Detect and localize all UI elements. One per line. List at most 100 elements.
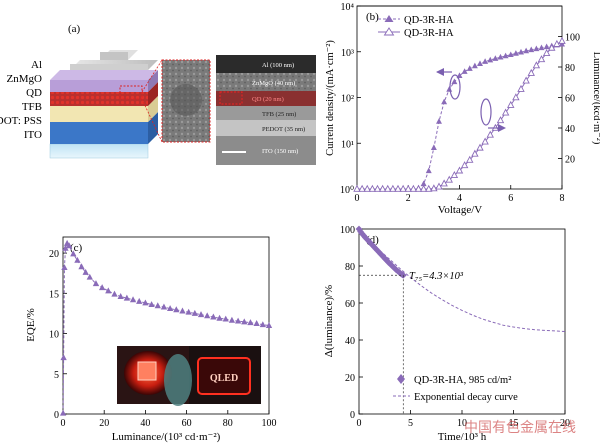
- eqe-point: [154, 302, 161, 309]
- luminance-decay-point: [355, 225, 363, 233]
- eqe-point: [70, 250, 77, 257]
- luminance-point: [353, 184, 361, 192]
- layer-label-ito: ITO: [24, 129, 42, 141]
- ellipse-current: [449, 74, 461, 100]
- current-density-point: [482, 58, 489, 64]
- current-density-point: [471, 62, 478, 69]
- panel-d-xlabel: Time/10³ h: [438, 431, 487, 443]
- luminance-point: [501, 108, 510, 116]
- watermark: 中国有色金属在线: [464, 419, 576, 436]
- eqe-point: [166, 305, 174, 312]
- y-tick-label: 100: [340, 225, 355, 236]
- layer-label-al: Al: [31, 59, 42, 71]
- ellipse-luminance: [480, 98, 492, 126]
- x-tick-label: 10: [457, 418, 467, 429]
- current-density-point: [523, 47, 530, 54]
- panel-c: (c) Luminance/(10³ cd·m⁻²) EQE/% 0 20 40 60…: [25, 236, 277, 443]
- y-tick-label: 0: [350, 410, 355, 421]
- y-tick-label: 15: [49, 289, 59, 300]
- eqe-point: [129, 296, 137, 303]
- luminance-point: [368, 184, 377, 192]
- luminance-point: [553, 39, 561, 47]
- panel-d-legend-label-2: Exponential decay curve: [414, 392, 518, 403]
- panel-b-label: (b): [366, 11, 379, 23]
- luminance-point: [378, 184, 387, 192]
- eqe-point: [136, 297, 143, 304]
- legend-marker-open: [383, 27, 395, 36]
- luminance-point: [414, 184, 423, 192]
- eqe-point: [234, 317, 242, 324]
- panel-d-ylabel: Δ(luminance)/%: [323, 285, 335, 357]
- current-density-point: [487, 56, 494, 63]
- x-tick-label: 20: [99, 418, 109, 429]
- luminance-point: [471, 149, 479, 157]
- x-tick-label: 40: [140, 418, 150, 429]
- panel-b-xlabel: Voltage/V: [438, 204, 482, 216]
- luminance-point: [486, 130, 494, 138]
- current-density-point: [497, 53, 504, 60]
- luminance-point: [455, 166, 464, 174]
- luminance-point: [558, 36, 566, 44]
- eqe-point: [160, 303, 168, 310]
- panel-c-ylabel: EQE/%: [25, 308, 37, 342]
- luminance-point: [435, 182, 443, 190]
- eqe-point: [142, 299, 149, 306]
- eqe-point: [204, 312, 211, 319]
- x-tick-label: 0: [61, 418, 66, 429]
- eqe-point: [185, 308, 192, 315]
- current-density-point: [512, 50, 519, 56]
- tem-label-pedot: PEDOT (35 nm): [262, 126, 305, 133]
- current-density-point: [533, 45, 540, 52]
- luminance-point: [450, 171, 459, 179]
- legend-marker-diamond: [397, 374, 405, 384]
- eqe-point: [98, 284, 106, 291]
- luminance-point: [384, 184, 392, 192]
- panel-a-label: (a): [68, 23, 81, 35]
- y2-tick-label: 40: [565, 124, 575, 135]
- y-tick-label: 80: [345, 262, 355, 273]
- eqe-point: [74, 256, 81, 263]
- eqe-point: [78, 263, 85, 270]
- current-density-point: [492, 55, 499, 61]
- series-current-density-line: [357, 43, 563, 190]
- x-tick-label: 2: [406, 193, 411, 204]
- device-stack: [49, 50, 158, 159]
- luminance-point: [460, 161, 469, 169]
- luminance-point: [512, 93, 520, 101]
- current-density-point: [425, 167, 432, 174]
- x-tick-label: 15: [509, 418, 519, 429]
- y-tick-label: 10¹: [341, 139, 354, 150]
- panel-b-y2label: Luminance/(kcd·m⁻²): [591, 52, 600, 145]
- current-density-point: [528, 46, 535, 53]
- x-tick-label: 60: [182, 418, 192, 429]
- luminance-point: [373, 184, 382, 192]
- eqe-point: [92, 280, 100, 287]
- eqe-point: [105, 287, 112, 294]
- current-density-point: [451, 78, 458, 85]
- tem-zoom: [141, 59, 211, 143]
- panel-d-legend: QD-3R-HA, 985 cd/m² Exponential decay cu…: [393, 374, 518, 403]
- eqe-point: [259, 321, 266, 328]
- eqe-point: [222, 315, 229, 322]
- legend-marker-filled: [384, 15, 394, 22]
- current-density-point: [466, 65, 473, 71]
- current-density-point: [461, 68, 468, 74]
- luminance-point: [440, 179, 448, 187]
- tem-cross-section: Al (100 nm) ZnMgO (40 nm) QD (20 nm) TFB…: [216, 55, 316, 165]
- current-density-point: [446, 86, 453, 92]
- y2-tick-label: 100: [565, 33, 580, 44]
- series-eqe-line: [62, 242, 270, 414]
- eqe-point: [173, 306, 180, 313]
- eqe-point: [59, 409, 67, 416]
- t75-annotation: T₇₅=4.3×10³: [409, 271, 464, 282]
- y-tick-label: 20: [49, 249, 59, 260]
- inset-qled-sign: QLED: [210, 373, 238, 384]
- luminance-point: [419, 184, 428, 192]
- current-density-point: [441, 98, 448, 105]
- current-density-point: [543, 43, 550, 50]
- x-tick-label: 80: [223, 418, 233, 429]
- panel-d-legend-label-1: QD-3R-HA, 985 cd/m²: [414, 375, 511, 386]
- current-density-point: [420, 180, 427, 187]
